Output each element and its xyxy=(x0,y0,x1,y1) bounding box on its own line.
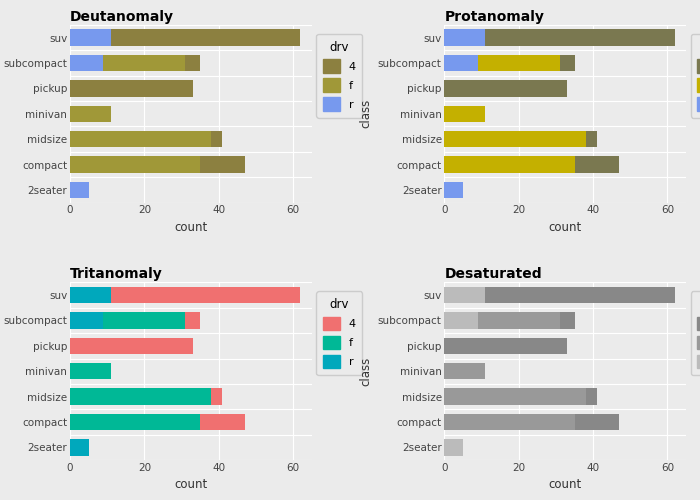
Text: Tritanomaly: Tritanomaly xyxy=(70,268,162,281)
Bar xyxy=(444,30,485,46)
Bar xyxy=(70,30,111,46)
Bar xyxy=(70,388,211,405)
Bar xyxy=(70,55,104,72)
Bar xyxy=(444,80,567,96)
Bar xyxy=(186,312,200,328)
Bar xyxy=(70,182,89,198)
Bar xyxy=(575,156,619,172)
Bar xyxy=(70,156,200,172)
Bar xyxy=(70,338,192,354)
Bar xyxy=(70,106,111,122)
Bar xyxy=(559,312,575,328)
Bar xyxy=(478,312,559,328)
X-axis label: count: count xyxy=(549,478,582,492)
Legend: 4, f, r: 4, f, r xyxy=(691,292,700,375)
Bar xyxy=(211,131,223,148)
Bar xyxy=(111,287,300,304)
Bar xyxy=(70,287,111,304)
Bar xyxy=(444,131,586,148)
X-axis label: count: count xyxy=(174,478,207,492)
Bar xyxy=(444,312,478,328)
Bar xyxy=(70,414,200,430)
Bar xyxy=(444,388,586,405)
Bar xyxy=(104,312,186,328)
Bar xyxy=(200,156,245,172)
Bar xyxy=(575,414,619,430)
Bar xyxy=(70,312,104,328)
Bar xyxy=(70,80,192,96)
Legend: 4, f, r: 4, f, r xyxy=(316,292,363,375)
Bar xyxy=(478,55,559,72)
Bar xyxy=(444,106,485,122)
Bar xyxy=(586,388,597,405)
Bar xyxy=(444,55,478,72)
Bar xyxy=(444,414,575,430)
X-axis label: count: count xyxy=(549,221,582,234)
Text: Deutanomaly: Deutanomaly xyxy=(70,10,174,24)
Bar xyxy=(444,338,567,354)
Bar xyxy=(200,414,245,430)
Bar xyxy=(485,30,675,46)
Legend: 4, f, r: 4, f, r xyxy=(316,34,363,117)
Bar xyxy=(444,287,485,304)
Y-axis label: class: class xyxy=(359,99,372,128)
X-axis label: count: count xyxy=(174,221,207,234)
Bar xyxy=(485,287,675,304)
Bar xyxy=(444,182,463,198)
Bar xyxy=(444,156,575,172)
Text: Desaturated: Desaturated xyxy=(444,268,542,281)
Y-axis label: class: class xyxy=(359,356,372,386)
Text: Protanomaly: Protanomaly xyxy=(444,10,545,24)
Bar xyxy=(444,363,485,380)
Bar xyxy=(111,30,300,46)
Legend: 4, f, r: 4, f, r xyxy=(691,34,700,117)
Bar xyxy=(586,131,597,148)
Bar xyxy=(70,439,89,456)
Bar xyxy=(186,55,200,72)
Bar xyxy=(70,131,211,148)
Bar xyxy=(104,55,186,72)
Bar xyxy=(70,363,111,380)
Bar xyxy=(444,439,463,456)
Bar xyxy=(559,55,575,72)
Bar xyxy=(211,388,223,405)
